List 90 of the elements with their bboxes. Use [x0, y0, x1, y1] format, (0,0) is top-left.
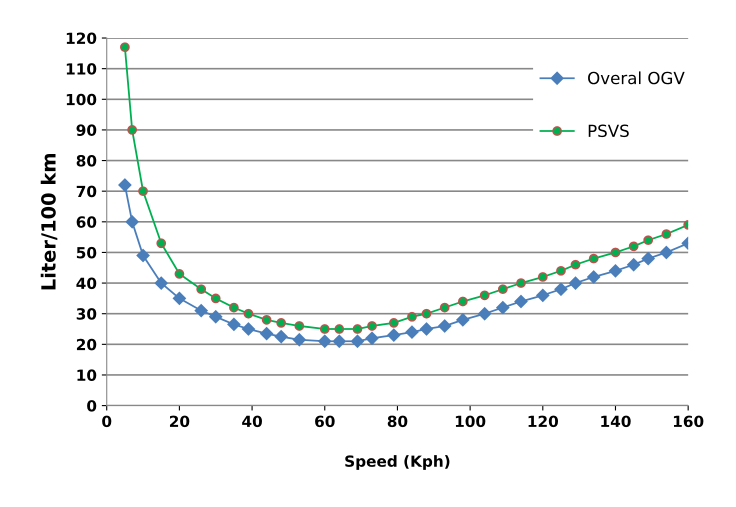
point — [536, 288, 550, 302]
point — [458, 296, 468, 306]
point — [388, 318, 399, 328]
x-tick-label: 40 — [242, 416, 262, 428]
point — [554, 282, 568, 296]
point — [608, 264, 622, 278]
point — [407, 312, 417, 322]
point — [210, 294, 221, 304]
point — [456, 313, 470, 326]
point — [661, 229, 672, 239]
point — [136, 248, 150, 262]
y-tick-label: 80 — [76, 155, 96, 167]
point — [643, 235, 654, 246]
x-tick-label: 0 — [102, 416, 112, 428]
point — [498, 284, 508, 294]
point — [556, 266, 566, 276]
point — [209, 310, 222, 324]
point — [480, 290, 490, 300]
y-tick-label: 90 — [76, 124, 96, 136]
point — [496, 300, 510, 314]
y-tick-label: 50 — [76, 246, 96, 258]
x-tick-label: 160 — [674, 416, 704, 428]
point — [260, 327, 274, 340]
point — [440, 302, 450, 312]
x-tick-label: 20 — [170, 416, 190, 428]
point — [610, 248, 620, 258]
point — [587, 270, 600, 284]
x-tick-label: 60 — [315, 416, 335, 428]
point — [126, 215, 139, 228]
point — [570, 260, 580, 270]
point — [367, 321, 377, 331]
y-tick-label: 40 — [76, 278, 96, 290]
y-tick-label: 110 — [66, 63, 96, 75]
legend-label: Overal OGV — [588, 71, 685, 84]
y-tick-label: 30 — [76, 308, 96, 320]
x-tick-label: 80 — [388, 416, 408, 428]
point — [274, 330, 288, 344]
y-tick-label: 60 — [76, 216, 96, 228]
y-axis-title: Liter/100 km — [40, 154, 58, 290]
point — [352, 324, 362, 334]
point — [365, 332, 379, 345]
point — [387, 328, 400, 342]
y-tick-label: 100 — [66, 94, 96, 106]
point — [244, 308, 254, 319]
legend-label: PSVS — [588, 124, 629, 138]
point — [642, 252, 655, 266]
point — [318, 334, 332, 348]
point — [262, 314, 272, 325]
y-tick-label: 70 — [76, 186, 96, 198]
point — [660, 246, 673, 260]
y-tick-label: 10 — [77, 369, 96, 381]
point — [627, 258, 640, 272]
point — [156, 238, 166, 248]
point — [438, 319, 452, 333]
point — [194, 304, 208, 318]
point — [334, 324, 344, 334]
point — [568, 276, 582, 290]
x-axis-title: Speed (Kph) — [345, 455, 450, 470]
point — [196, 284, 206, 294]
point — [118, 178, 132, 192]
point — [127, 125, 138, 135]
point — [420, 322, 434, 336]
point — [320, 324, 330, 334]
point — [422, 308, 432, 319]
x-tick-label: 140 — [601, 416, 631, 428]
y-tick-label: 120 — [66, 32, 96, 44]
point — [478, 307, 492, 320]
point — [538, 272, 548, 282]
point — [120, 42, 130, 52]
point — [138, 186, 148, 196]
point — [276, 318, 286, 328]
point — [242, 322, 256, 336]
point — [350, 334, 364, 348]
point — [172, 292, 186, 305]
point — [294, 321, 304, 331]
y-tick-label: 20 — [76, 338, 96, 350]
point — [229, 302, 239, 312]
point — [588, 254, 599, 264]
point — [292, 333, 306, 346]
point — [227, 318, 240, 332]
point — [332, 334, 346, 348]
x-tick-label: 120 — [528, 416, 558, 428]
y-tick-label: 0 — [87, 400, 96, 412]
point — [514, 294, 528, 308]
point — [174, 269, 184, 279]
point — [628, 241, 639, 252]
point — [154, 276, 168, 290]
x-tick-label: 100 — [456, 416, 486, 428]
point — [516, 278, 526, 288]
point — [405, 325, 419, 339]
